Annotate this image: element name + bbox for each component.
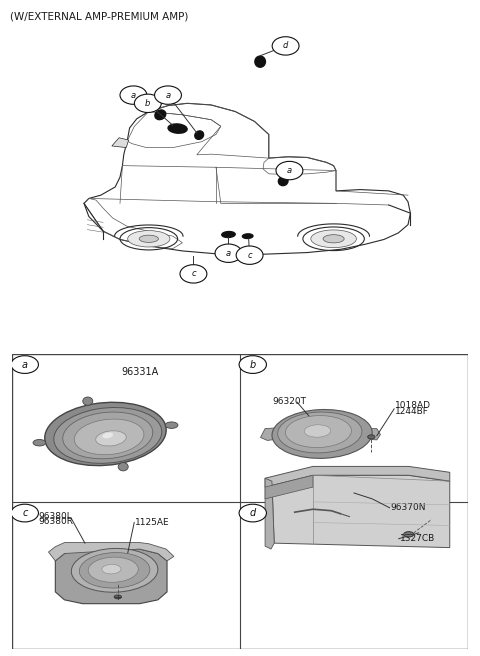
Polygon shape bbox=[48, 543, 174, 561]
Text: b: b bbox=[250, 359, 256, 369]
Ellipse shape bbox=[83, 397, 93, 405]
Circle shape bbox=[239, 504, 266, 522]
Text: d: d bbox=[250, 508, 256, 518]
Ellipse shape bbox=[79, 552, 150, 588]
Polygon shape bbox=[265, 466, 450, 487]
Text: a: a bbox=[166, 91, 170, 100]
Ellipse shape bbox=[311, 230, 356, 247]
Text: 1125AE: 1125AE bbox=[135, 518, 170, 527]
Circle shape bbox=[180, 264, 207, 283]
Text: b: b bbox=[145, 99, 151, 108]
Ellipse shape bbox=[242, 234, 253, 239]
Polygon shape bbox=[265, 475, 313, 499]
Ellipse shape bbox=[286, 416, 351, 447]
Circle shape bbox=[272, 37, 299, 55]
Circle shape bbox=[134, 94, 161, 112]
Text: a: a bbox=[226, 249, 231, 258]
Ellipse shape bbox=[102, 432, 113, 438]
Text: a: a bbox=[131, 91, 136, 100]
Ellipse shape bbox=[165, 422, 178, 428]
Text: a: a bbox=[287, 166, 292, 175]
Polygon shape bbox=[112, 138, 129, 148]
Text: c: c bbox=[247, 251, 252, 260]
Text: 1018AD: 1018AD bbox=[395, 401, 431, 411]
Text: 96331A: 96331A bbox=[121, 367, 158, 377]
Circle shape bbox=[155, 86, 181, 104]
Ellipse shape bbox=[63, 412, 153, 459]
Ellipse shape bbox=[278, 176, 288, 186]
Polygon shape bbox=[55, 549, 167, 604]
Text: d: d bbox=[283, 41, 288, 51]
Ellipse shape bbox=[128, 231, 170, 247]
Ellipse shape bbox=[368, 435, 375, 439]
Ellipse shape bbox=[404, 531, 414, 537]
Ellipse shape bbox=[272, 409, 372, 459]
Text: 1327CB: 1327CB bbox=[399, 534, 435, 543]
Ellipse shape bbox=[114, 595, 121, 599]
Text: (W/EXTERNAL AMP-PREMIUM AMP): (W/EXTERNAL AMP-PREMIUM AMP) bbox=[10, 12, 188, 22]
Text: 1244BF: 1244BF bbox=[395, 407, 429, 416]
Ellipse shape bbox=[278, 412, 362, 453]
Ellipse shape bbox=[88, 557, 138, 583]
Ellipse shape bbox=[54, 407, 162, 463]
Circle shape bbox=[215, 244, 242, 262]
Ellipse shape bbox=[33, 440, 46, 446]
Polygon shape bbox=[261, 428, 279, 440]
Ellipse shape bbox=[102, 564, 121, 574]
Ellipse shape bbox=[45, 402, 166, 466]
Ellipse shape bbox=[195, 131, 204, 139]
Polygon shape bbox=[265, 478, 274, 549]
Ellipse shape bbox=[96, 431, 126, 446]
Text: a: a bbox=[22, 359, 28, 369]
Ellipse shape bbox=[74, 419, 144, 455]
Ellipse shape bbox=[323, 235, 344, 243]
Text: 96370N: 96370N bbox=[390, 503, 426, 512]
Text: 96320T: 96320T bbox=[272, 397, 306, 406]
Ellipse shape bbox=[222, 232, 235, 237]
Circle shape bbox=[276, 161, 303, 180]
Circle shape bbox=[236, 246, 263, 264]
Circle shape bbox=[120, 86, 147, 104]
Circle shape bbox=[11, 504, 38, 522]
Text: 96380L: 96380L bbox=[38, 512, 72, 521]
Polygon shape bbox=[272, 475, 450, 548]
Circle shape bbox=[239, 356, 266, 373]
Text: c: c bbox=[22, 508, 27, 518]
Text: c: c bbox=[191, 270, 196, 278]
Ellipse shape bbox=[304, 425, 331, 437]
Text: 96380R: 96380R bbox=[38, 518, 73, 526]
Circle shape bbox=[11, 356, 38, 373]
Polygon shape bbox=[365, 428, 381, 440]
Ellipse shape bbox=[168, 124, 187, 133]
Ellipse shape bbox=[155, 110, 166, 119]
Ellipse shape bbox=[118, 462, 128, 471]
Ellipse shape bbox=[255, 56, 265, 68]
Ellipse shape bbox=[72, 548, 158, 592]
Ellipse shape bbox=[139, 235, 158, 242]
